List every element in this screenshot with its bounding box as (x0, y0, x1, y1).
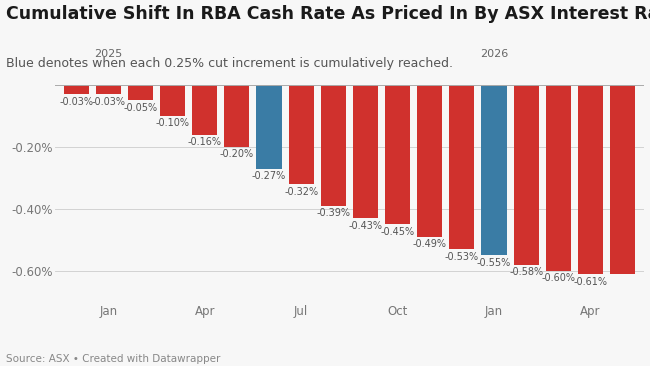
Text: -0.58%: -0.58% (509, 267, 543, 277)
Text: -0.20%: -0.20% (220, 149, 254, 159)
Text: -0.53%: -0.53% (445, 252, 479, 262)
Text: -0.03%: -0.03% (91, 97, 125, 107)
Bar (192, 85, 217, 135)
Text: Cumulative Shift In RBA Cash Rate As Priced In By ASX Interest Rate Futures: Cumulative Shift In RBA Cash Rate As Pri… (6, 5, 650, 23)
Text: -0.55%: -0.55% (477, 258, 511, 268)
Bar (289, 85, 314, 184)
Bar (64, 85, 88, 94)
Bar (320, 85, 346, 206)
Bar (482, 85, 506, 255)
Bar (514, 85, 539, 265)
Text: -0.16%: -0.16% (188, 137, 222, 147)
Text: -0.05%: -0.05% (124, 103, 157, 113)
Text: 2025: 2025 (94, 49, 122, 59)
Bar (385, 85, 410, 224)
Bar (449, 85, 474, 249)
Text: -0.03%: -0.03% (59, 97, 93, 107)
Bar (546, 85, 571, 271)
Bar (578, 85, 603, 274)
Bar (160, 85, 185, 116)
Text: -0.60%: -0.60% (541, 273, 575, 283)
Text: -0.27%: -0.27% (252, 171, 286, 181)
Bar (128, 85, 153, 100)
Text: -0.49%: -0.49% (413, 239, 447, 249)
Text: -0.39%: -0.39% (317, 208, 350, 218)
Bar (224, 85, 250, 147)
Bar (417, 85, 442, 237)
Bar (257, 85, 281, 169)
Text: -0.43%: -0.43% (348, 221, 382, 231)
Text: -0.10%: -0.10% (155, 118, 190, 128)
Bar (96, 85, 121, 94)
Text: Source: ASX • Created with Datawrapper: Source: ASX • Created with Datawrapper (6, 354, 221, 364)
Text: -0.32%: -0.32% (284, 187, 318, 197)
Text: Blue denotes when each 0.25% cut increment is cumulatively reached.: Blue denotes when each 0.25% cut increme… (6, 57, 454, 70)
Bar (610, 85, 635, 274)
Text: -0.61%: -0.61% (573, 277, 608, 287)
Text: -0.45%: -0.45% (380, 227, 415, 237)
Text: 2026: 2026 (480, 49, 508, 59)
Bar (353, 85, 378, 218)
